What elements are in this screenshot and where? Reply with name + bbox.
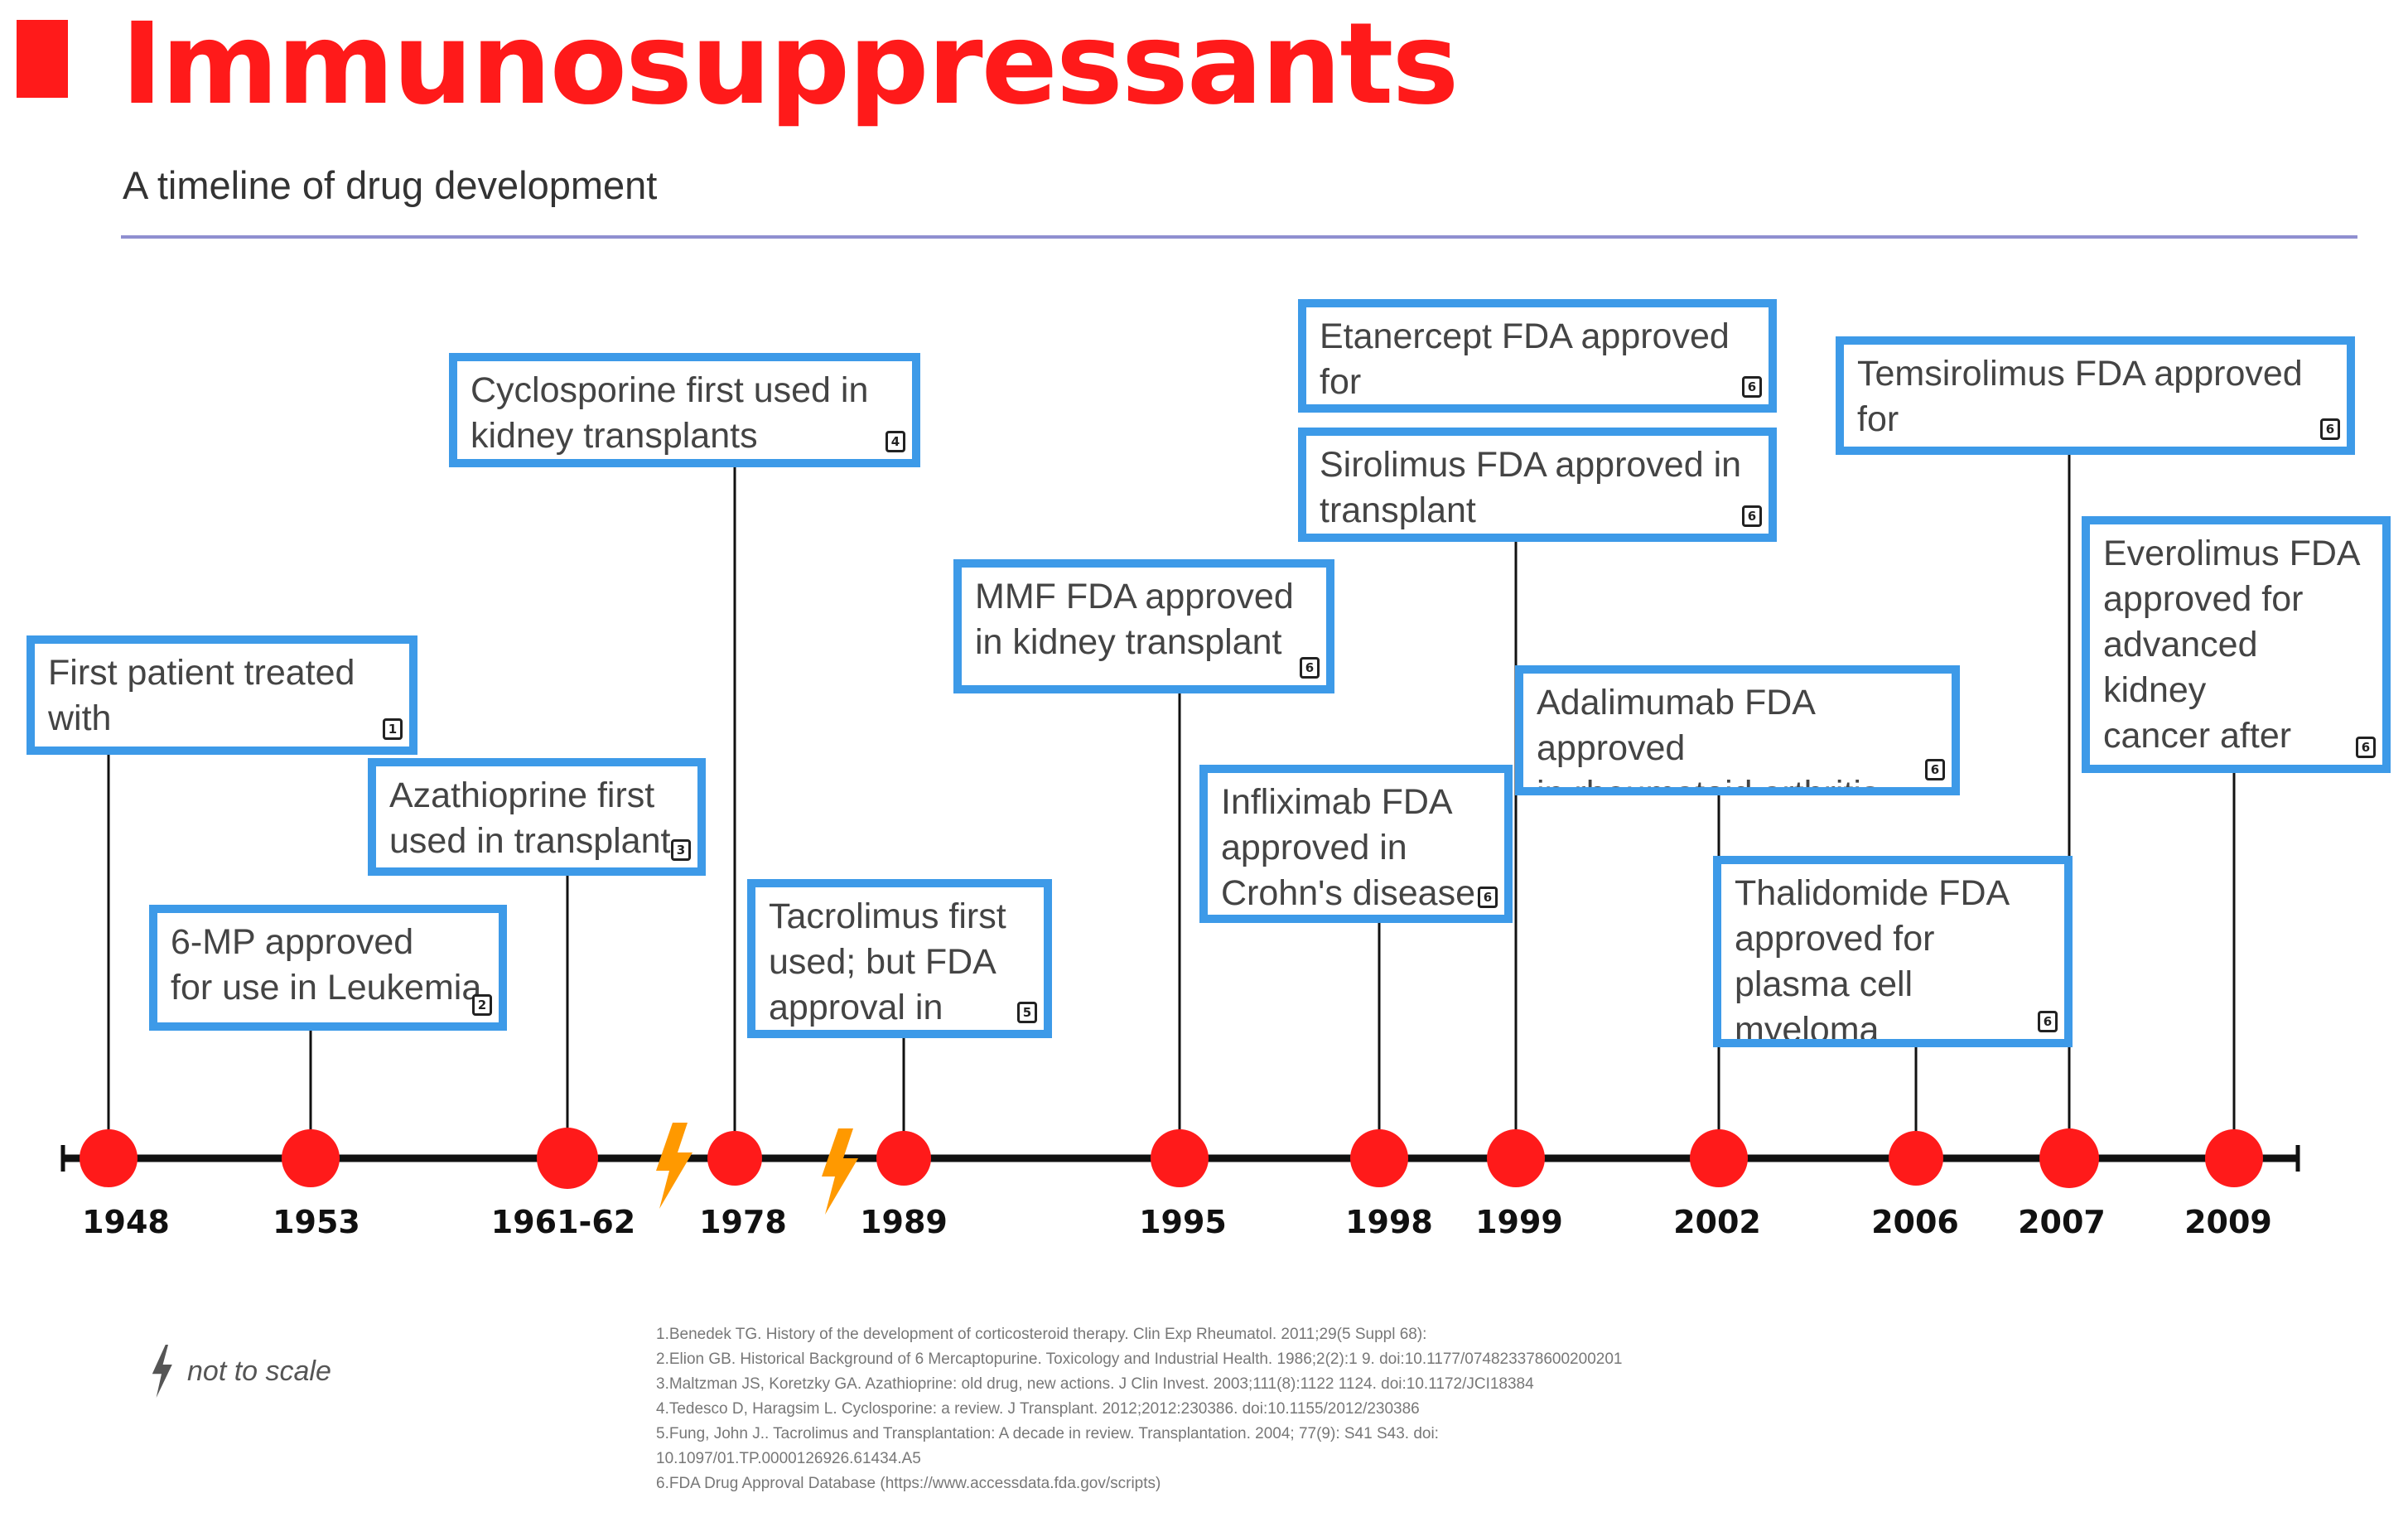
reference-item: 4.Tedesco D, Haragsim L. Cyclosporine: a… xyxy=(656,1400,1420,1418)
timeline-dot xyxy=(2205,1129,2263,1187)
timeline-dot xyxy=(1889,1131,1943,1186)
year-label: 1989 xyxy=(860,1204,948,1240)
timeline-dot xyxy=(1487,1129,1545,1187)
year-label: 2002 xyxy=(1673,1204,1761,1240)
timeline-dot xyxy=(707,1131,762,1186)
reference-badge: 1 xyxy=(383,718,403,740)
year-label: 1978 xyxy=(699,1204,787,1240)
timeline-dot xyxy=(1151,1129,1209,1187)
year-label: 1999 xyxy=(1475,1204,1563,1240)
title-marker xyxy=(17,20,68,98)
year-label: 1948 xyxy=(82,1204,170,1240)
year-labels: 1948 1953 1961-62 1978 1989 1995 1998 1999 2002 2… xyxy=(82,1204,2272,1240)
year-label: 2009 xyxy=(2184,1204,2272,1240)
event-text: First patient treated with steroids xyxy=(48,653,355,747)
event-steroids: First patient treated with steroids 1 xyxy=(27,635,417,755)
reference-badge: 6 xyxy=(1742,376,1762,398)
reference-badge: 3 xyxy=(671,839,691,861)
reference-badge: 6 xyxy=(2320,418,2340,440)
reference-badge: 2 xyxy=(472,994,492,1016)
event-thalidomide: Thalidomide FDA approved for plasma cell… xyxy=(1713,856,2073,1047)
event-text: Thalidomide FDA approved for plasma cell… xyxy=(1735,873,2010,1047)
timeline-dot xyxy=(282,1129,340,1187)
event-text: Infliximab FDA approved in Crohn's disea… xyxy=(1221,782,1475,913)
reference-badge: 6 xyxy=(1478,887,1498,908)
event-everolimus: Everolimus FDA approved for advanced kid… xyxy=(2082,516,2391,773)
timeline-dot xyxy=(1350,1129,1408,1187)
event-adalimumab: Adalimumab FDA approved in rheumatoid ar… xyxy=(1515,665,1960,795)
reference-badge: 6 xyxy=(1300,657,1320,679)
reference-badge: 5 xyxy=(1017,1002,1037,1023)
event-text: 6-MP approved for use in Leukemia xyxy=(171,922,482,1007)
reference-item: 6.FDA Drug Approval Database (https://ww… xyxy=(656,1475,1161,1492)
lightning-icon xyxy=(656,1123,692,1209)
reference-badge: 6 xyxy=(1742,505,1762,527)
reference-item: 1.Benedek TG. History of the development… xyxy=(656,1326,1427,1343)
year-label: 1995 xyxy=(1139,1204,1227,1240)
timeline-dot xyxy=(2039,1128,2099,1188)
year-label: 1953 xyxy=(273,1204,360,1240)
event-text: MMF FDA approved in kidney transplant xyxy=(975,577,1294,662)
event-temsirolimus: Temsirolimus FDA approved for advanced r… xyxy=(1836,336,2355,455)
event-azathioprine: Azathioprine first used in transplant 3 xyxy=(368,758,706,876)
event-text: Temsirolimus FDA approved for advanced r… xyxy=(1857,354,2303,447)
reference-badge: 6 xyxy=(1925,759,1945,780)
event-text: Everolimus FDA approved for advanced kid… xyxy=(2103,534,2361,765)
event-tacrolimus: Tacrolimus first used; but FDA approval … xyxy=(747,879,1052,1038)
timeline-dot xyxy=(80,1129,138,1187)
year-label: 1961-62 xyxy=(491,1204,635,1240)
event-text: Cyclosporine first used in kidney transp… xyxy=(471,370,869,456)
event-6mp: 6-MP approved for use in Leukemia 2 xyxy=(149,905,507,1031)
event-text: Tacrolimus first used; but FDA approval … xyxy=(769,896,1006,1027)
event-text: Etanercept FDA approved for juvenile idi… xyxy=(1320,316,1730,402)
year-label: 2006 xyxy=(1871,1204,1959,1240)
references-list: 1.Benedek TG. History of the development… xyxy=(656,1322,1622,1496)
page-subtitle: A timeline of drug development xyxy=(123,163,658,207)
scale-note: not to scale xyxy=(147,1342,331,1400)
reference-item: 10.1097/01.TP.0000126926.61434.A5 xyxy=(656,1450,921,1467)
event-text: Azathioprine first used in transplant xyxy=(389,775,671,861)
event-mmf: MMF FDA approved in kidney transplant 6 xyxy=(953,559,1334,693)
scale-breaks xyxy=(656,1123,858,1215)
lightning-icon xyxy=(822,1128,858,1215)
timeline-dots xyxy=(80,1128,2263,1189)
event-etanercept: Etanercept FDA approved for juvenile idi… xyxy=(1298,299,1777,413)
reference-item: 5.Fung, John J.. Tacrolimus and Transpla… xyxy=(656,1425,1439,1442)
timeline-dot xyxy=(876,1131,931,1186)
title-divider xyxy=(121,235,2357,239)
reference-badge: 6 xyxy=(2356,737,2376,758)
reference-item: 2.Elion GB. Historical Background of 6 M… xyxy=(656,1350,1623,1368)
event-text: Adalimumab FDA approved in rheumatoid ar… xyxy=(1537,683,1880,795)
reference-item: 3.Maltzman JS, Koretzky GA. Azathioprine… xyxy=(656,1375,1534,1393)
timeline-dot xyxy=(1690,1129,1748,1187)
event-text: Sirolimus FDA approved in transplant xyxy=(1320,445,1742,530)
year-label: 2007 xyxy=(2018,1204,2106,1240)
reference-badge: 6 xyxy=(2038,1011,2058,1032)
event-infliximab: Infliximab FDA approved in Crohn's disea… xyxy=(1199,765,1513,923)
event-cyclosporine: Cyclosporine first used in kidney transp… xyxy=(449,353,920,467)
lightning-icon xyxy=(152,1345,172,1398)
scale-note-text: not to scale xyxy=(187,1355,331,1387)
event-sirolimus: Sirolimus FDA approved in transplant 6 xyxy=(1298,428,1777,542)
year-label: 1998 xyxy=(1345,1204,1433,1240)
page-title: Immunosuppressants xyxy=(121,0,1459,130)
reference-badge: 4 xyxy=(886,431,905,452)
timeline-dot xyxy=(537,1128,598,1189)
